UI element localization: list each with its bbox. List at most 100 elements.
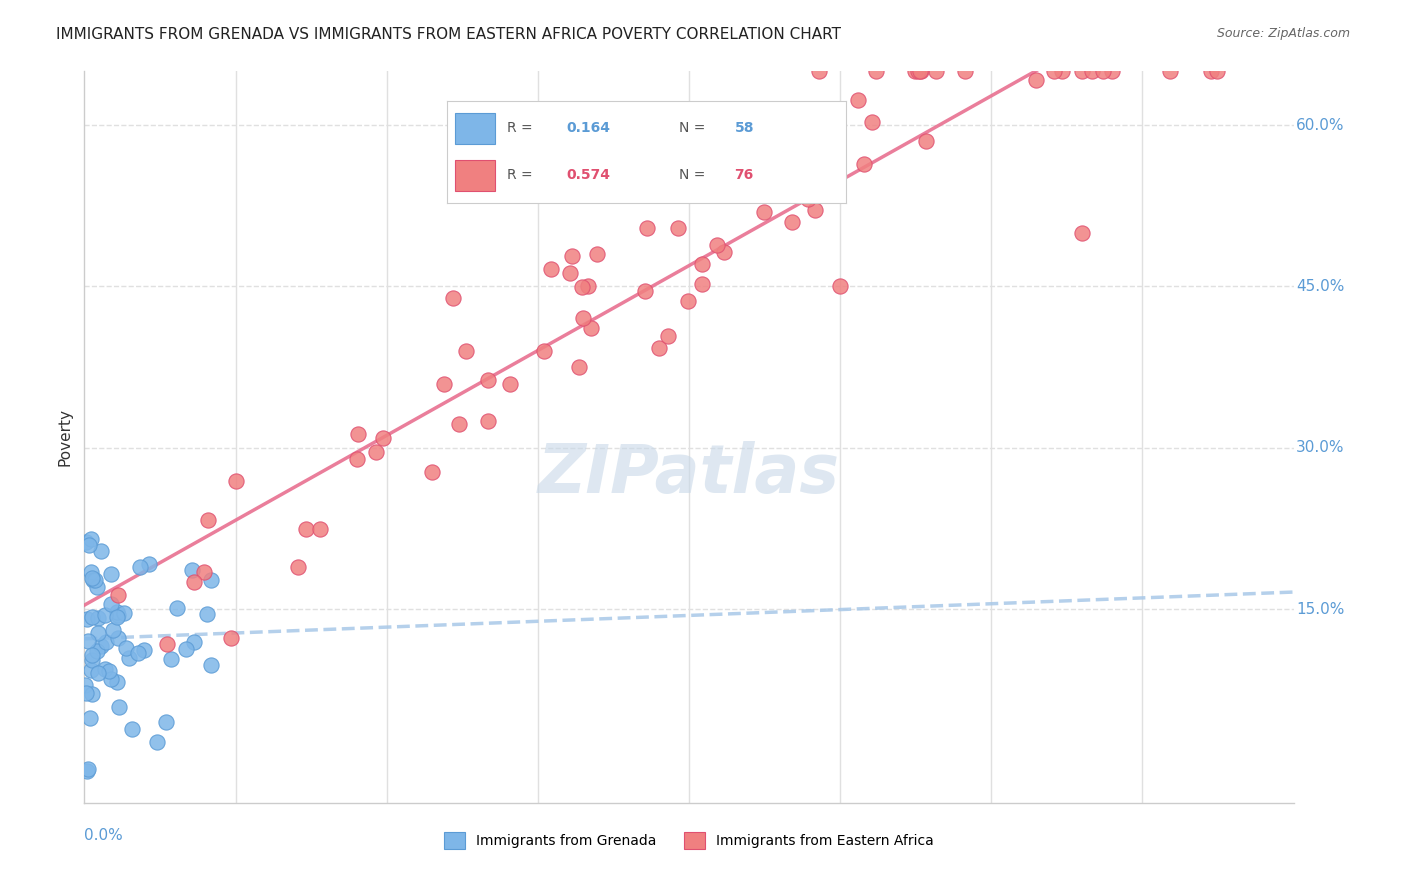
Point bbox=[107, 675, 129, 690]
Point bbox=[295, 522, 318, 536]
Point bbox=[1081, 64, 1104, 78]
Text: 30.0%: 30.0% bbox=[1296, 441, 1344, 455]
Point bbox=[200, 573, 222, 587]
Point bbox=[121, 722, 143, 736]
Point bbox=[713, 244, 735, 259]
Point bbox=[373, 431, 395, 445]
Point bbox=[803, 203, 825, 218]
Point bbox=[138, 557, 160, 571]
Point bbox=[1070, 64, 1092, 78]
Point bbox=[1101, 64, 1123, 78]
Text: ZIPatlas: ZIPatlas bbox=[538, 441, 839, 507]
Point bbox=[752, 205, 775, 219]
Point bbox=[477, 373, 499, 387]
Y-axis label: Poverty: Poverty bbox=[58, 408, 73, 467]
Point bbox=[112, 607, 135, 621]
Point bbox=[100, 672, 122, 686]
Point bbox=[907, 64, 929, 78]
Text: Source: ZipAtlas.com: Source: ZipAtlas.com bbox=[1216, 27, 1350, 40]
Point bbox=[846, 93, 869, 107]
Text: 45.0%: 45.0% bbox=[1296, 279, 1344, 294]
Point bbox=[1199, 64, 1222, 78]
Point bbox=[737, 114, 759, 128]
Point bbox=[107, 609, 129, 624]
Point bbox=[77, 538, 100, 552]
Point bbox=[540, 261, 562, 276]
Point bbox=[75, 678, 97, 692]
Point bbox=[585, 246, 607, 260]
Point bbox=[146, 735, 169, 749]
Point bbox=[100, 597, 122, 611]
Point bbox=[75, 686, 97, 700]
Point bbox=[76, 612, 98, 626]
Point bbox=[86, 580, 108, 594]
Point bbox=[865, 64, 887, 78]
Point bbox=[197, 513, 219, 527]
Point bbox=[449, 417, 471, 432]
Point bbox=[107, 588, 129, 602]
Point bbox=[80, 571, 103, 585]
Point bbox=[558, 266, 581, 280]
Point bbox=[195, 607, 218, 622]
Point bbox=[118, 651, 141, 665]
Text: 60.0%: 60.0% bbox=[1296, 118, 1344, 133]
Point bbox=[287, 560, 309, 574]
Point bbox=[783, 173, 806, 187]
Point bbox=[454, 343, 477, 358]
Point bbox=[94, 607, 117, 622]
Point bbox=[181, 562, 204, 576]
Point bbox=[1092, 64, 1115, 78]
Point bbox=[86, 644, 108, 658]
Point bbox=[692, 277, 714, 292]
Point bbox=[666, 220, 689, 235]
Point bbox=[908, 64, 931, 78]
Point bbox=[183, 634, 205, 648]
Point bbox=[1043, 64, 1066, 78]
Point bbox=[80, 653, 103, 667]
Point bbox=[477, 414, 499, 428]
Point bbox=[1052, 64, 1074, 78]
Point bbox=[780, 215, 803, 229]
Point bbox=[498, 377, 520, 392]
Point bbox=[79, 565, 101, 579]
Point bbox=[84, 574, 107, 588]
Point bbox=[796, 132, 818, 146]
Legend: Immigrants from Grenada, Immigrants from Eastern Africa: Immigrants from Grenada, Immigrants from… bbox=[439, 826, 939, 855]
Point bbox=[772, 179, 794, 194]
Point bbox=[115, 641, 138, 656]
Point bbox=[807, 64, 830, 78]
Point bbox=[797, 193, 820, 207]
Point bbox=[1159, 64, 1181, 78]
Point bbox=[678, 293, 700, 308]
Point bbox=[107, 699, 129, 714]
Point bbox=[225, 474, 247, 488]
Point bbox=[433, 377, 456, 392]
Point bbox=[82, 609, 104, 624]
Point bbox=[853, 156, 876, 170]
Text: 0.0%: 0.0% bbox=[84, 829, 124, 844]
Point bbox=[571, 280, 593, 294]
Point bbox=[96, 635, 118, 649]
Point bbox=[364, 444, 387, 458]
Point bbox=[86, 626, 108, 640]
Point bbox=[127, 646, 149, 660]
Point bbox=[561, 249, 583, 263]
Point bbox=[1205, 64, 1227, 78]
Point bbox=[634, 284, 657, 298]
Point bbox=[174, 642, 197, 657]
Point bbox=[219, 632, 242, 646]
Point bbox=[76, 764, 98, 778]
Point bbox=[94, 662, 117, 676]
Point bbox=[105, 606, 128, 620]
Point bbox=[98, 664, 121, 678]
Point bbox=[648, 341, 671, 355]
Point bbox=[79, 711, 101, 725]
Point bbox=[79, 663, 101, 677]
Point bbox=[80, 533, 103, 547]
Point bbox=[107, 607, 129, 622]
Point bbox=[579, 320, 602, 334]
Point bbox=[915, 134, 938, 148]
Point bbox=[308, 522, 330, 536]
Point bbox=[90, 544, 112, 558]
Point bbox=[77, 762, 100, 776]
